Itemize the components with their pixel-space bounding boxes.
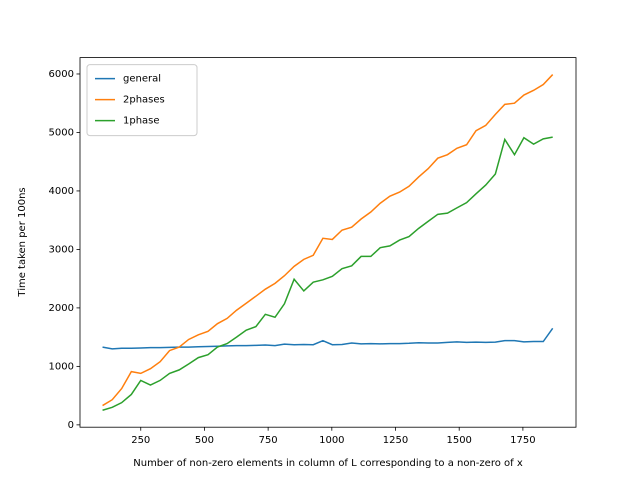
x-tick-label: 1000: [319, 435, 344, 446]
legend-label: general: [123, 74, 161, 85]
y-tick-label: 0: [68, 420, 74, 431]
x-axis-label: Number of non-zero elements in column of…: [133, 458, 523, 469]
legend-label: 2phases: [123, 95, 165, 106]
line-series: [102, 136, 553, 411]
line-series: [102, 74, 554, 407]
x-tick-label: 750: [259, 435, 278, 446]
y-axis-label: Time taken per 100ns: [17, 187, 28, 297]
legend-label: 1phase: [123, 116, 160, 127]
y-tick-label: 1000: [49, 361, 74, 372]
x-tick-label: 250: [131, 435, 150, 446]
plot-frame: [79, 57, 577, 428]
y-tick-label: 4000: [49, 186, 74, 197]
y-tick-label: 3000: [49, 244, 74, 255]
x-tick-label: 500: [195, 435, 214, 446]
y-tick-label: 2000: [49, 303, 74, 314]
x-tick-label: 1250: [383, 435, 408, 446]
y-tick-label: 5000: [49, 127, 74, 138]
x-tick-label: 1750: [510, 435, 535, 446]
legend-box: [86, 64, 198, 137]
x-tick-label: 1500: [446, 435, 471, 446]
y-tick-label: 6000: [49, 69, 74, 80]
